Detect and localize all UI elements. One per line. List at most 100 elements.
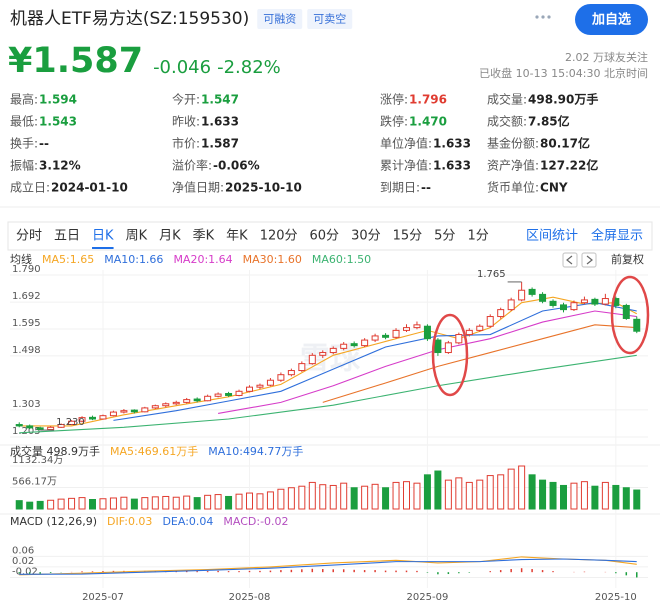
x-tick-label: 2025-07: [82, 592, 124, 603]
volume-bar: [319, 484, 327, 510]
volume-bar: [392, 481, 400, 510]
candle-body: [528, 288, 536, 295]
stat-value: 1.633: [433, 159, 471, 173]
price-tick-label: 1.692: [12, 291, 41, 302]
panel-legend: MA5:469.61万手: [110, 444, 198, 458]
candle-body: [382, 334, 390, 338]
candle-body: [350, 343, 358, 347]
volume-bar: [612, 484, 620, 510]
tab[interactable]: 季K: [193, 229, 215, 244]
ma-line: [322, 324, 637, 403]
candle-body: [287, 370, 295, 376]
volume-bar: [591, 485, 599, 510]
more-icon[interactable]: [535, 15, 551, 19]
add-button[interactable]: [575, 4, 648, 35]
volume-bar: [36, 500, 44, 510]
candle-body: [277, 374, 285, 381]
stat-value: 1.796: [409, 93, 447, 107]
add-button-label[interactable]: 加自选: [591, 12, 631, 28]
highlight-circle: [610, 275, 650, 355]
stat-value: 2024-01-10: [51, 181, 128, 195]
tab[interactable]: 1分: [467, 229, 488, 244]
stat-label: 基金份额:: [487, 136, 539, 151]
ma-legend: MA20:1.64: [173, 253, 232, 266]
tab[interactable]: 60分: [310, 229, 340, 244]
volume-bar: [225, 495, 233, 510]
volume-bar: [151, 496, 159, 510]
stat-value: 1.543: [39, 115, 77, 129]
volume-bar: [15, 500, 23, 510]
volume-bar: [382, 487, 390, 510]
candle-body: [15, 424, 23, 427]
candle-body: [497, 309, 505, 318]
link[interactable]: 区间统计: [526, 229, 578, 244]
change: -0.046: [153, 57, 211, 78]
tab[interactable]: 30分: [351, 229, 381, 244]
volume-bar: [193, 497, 201, 510]
volume-bar: [560, 484, 567, 510]
stat-value: 1.470: [409, 115, 447, 129]
candle-body: [486, 316, 494, 327]
candle-body: [329, 347, 337, 354]
tab-bar: [7, 221, 653, 251]
tab[interactable]: 5分: [434, 229, 455, 244]
volume-bar: [350, 487, 358, 510]
panel-legend: 成交量 498.9万手: [10, 444, 100, 458]
volume-bar: [57, 498, 65, 510]
tab[interactable]: 年K: [226, 229, 248, 244]
tab[interactable]: 月K: [159, 229, 181, 244]
candle-body: [99, 415, 107, 420]
stat-value: 1.547: [201, 93, 239, 107]
adjust[interactable]: 前复权: [611, 252, 644, 266]
candle-body: [89, 416, 96, 420]
stat-label: 最高:: [10, 92, 38, 107]
stat-label: 成交额:: [487, 114, 527, 129]
stat-value: -0.06%: [213, 159, 260, 173]
nav-arrows[interactable]: [562, 252, 597, 268]
volume-bar: [120, 496, 128, 510]
tab[interactable]: 周K: [126, 229, 148, 244]
ma-line: [19, 296, 638, 427]
stat-label: 成立日:: [10, 180, 50, 195]
volume-bar: [497, 474, 505, 510]
stat-value: 1.594: [39, 93, 77, 107]
volume-bar: [329, 484, 337, 510]
candle-body: [392, 329, 400, 338]
stat-value: 498.90万手: [528, 92, 598, 107]
volume-bar: [570, 482, 578, 510]
candle-body: [162, 403, 170, 407]
stat-label: 资产净值:: [487, 158, 539, 173]
stat-label: 今开:: [172, 92, 200, 107]
stat-value: 2025-10-10: [225, 181, 302, 195]
stat-value: --: [421, 181, 431, 195]
tab[interactable]: 日K: [92, 229, 114, 244]
volume-bar: [622, 487, 630, 510]
panel-legend: MACD (12,26,9): [10, 515, 97, 528]
volume-bar: [486, 475, 494, 510]
tab[interactable]: 分时: [16, 229, 42, 244]
volume-bar: [423, 474, 431, 510]
status: 已收盘 10-13 15:04:30 北京时间: [479, 66, 648, 80]
tab[interactable]: 120分: [260, 229, 298, 244]
followers: 2.02 万球友关注: [565, 50, 648, 64]
candle-body: [622, 304, 630, 319]
candle-body: [109, 411, 117, 417]
candle-body: [518, 289, 526, 301]
candle-body: [26, 425, 34, 429]
volume-bar: [434, 470, 442, 510]
tab[interactable]: 五日: [54, 229, 80, 244]
annotation: 1.230: [56, 417, 85, 428]
link[interactable]: 全屏显示: [591, 228, 643, 244]
stat-label: 换手:: [10, 137, 38, 151]
candle-body: [308, 354, 316, 365]
stat-label: 净值日期:: [172, 180, 224, 195]
candle-body: [141, 407, 149, 413]
candle-body: [423, 325, 431, 340]
stat-label: 单位净值:: [380, 136, 432, 151]
volume-bar: [549, 481, 557, 510]
tab[interactable]: 15分: [393, 229, 423, 244]
ma-legend: MA10:1.66: [104, 253, 163, 266]
stat-label: 成交量:: [487, 92, 527, 107]
volume-bar: [89, 499, 96, 510]
candle-body: [68, 420, 76, 426]
